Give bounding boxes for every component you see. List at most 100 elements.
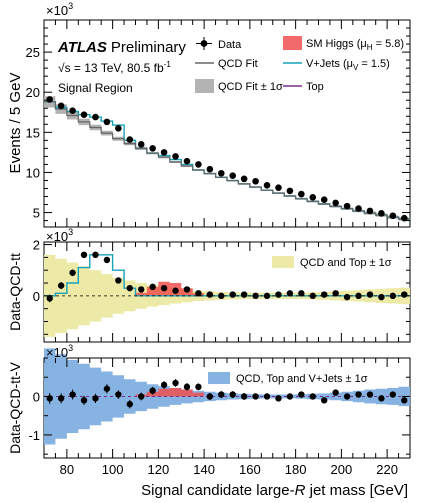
data-point xyxy=(240,175,248,183)
data-point xyxy=(298,391,305,398)
sub1-legend: QCD and Top ± 1σ xyxy=(272,256,392,269)
data-point xyxy=(309,393,316,400)
qcd-uncertainty-band xyxy=(44,96,410,221)
data-point xyxy=(172,287,179,294)
vjets-series-line xyxy=(44,101,410,220)
data-point xyxy=(206,291,214,298)
data-point xyxy=(275,184,282,191)
data-point xyxy=(183,286,191,293)
data-point xyxy=(149,283,156,291)
data-point xyxy=(57,102,65,110)
data-point xyxy=(57,395,65,402)
data-point xyxy=(195,290,202,297)
x-tick-label: 200 xyxy=(331,462,353,477)
data-point xyxy=(252,177,259,185)
data-point xyxy=(172,153,179,160)
data-point xyxy=(355,205,362,212)
data-point xyxy=(149,145,156,152)
data-point xyxy=(321,291,328,298)
x-axis-title: Signal candidate large-R jet mass [GeV] xyxy=(141,482,408,499)
data-point xyxy=(240,291,248,298)
data-point xyxy=(229,391,236,398)
data-point xyxy=(103,118,111,126)
data-point xyxy=(343,202,351,210)
data-point xyxy=(57,282,65,289)
data-point xyxy=(229,291,236,298)
x-tick-label: 220 xyxy=(376,462,398,477)
x-tick-label: 80 xyxy=(60,462,74,477)
data-point xyxy=(126,284,133,292)
data-point xyxy=(389,212,397,220)
data-point xyxy=(149,387,156,394)
sub2-panel: -1 0 80 100 120 140 160 180 200 220 xyxy=(28,348,411,477)
legend-qcd-fit-label: QCD Fit xyxy=(218,58,258,70)
data-point xyxy=(389,292,397,300)
data-point xyxy=(401,397,408,404)
main-ytick-label: 15 xyxy=(26,125,40,140)
data-point xyxy=(366,391,374,398)
data-point xyxy=(298,190,305,198)
data-point xyxy=(240,393,248,400)
data-point xyxy=(400,214,408,222)
data-point xyxy=(389,391,397,398)
sub2-ytick-label: -1 xyxy=(28,428,40,443)
main-ytick-label: 5 xyxy=(33,206,40,221)
data-point xyxy=(298,290,305,297)
data-point xyxy=(103,385,111,392)
data-point xyxy=(195,161,202,168)
data-point xyxy=(263,393,271,400)
sub1-ytick-label: 2 xyxy=(33,238,40,253)
data-point xyxy=(378,210,385,217)
main-ylabel: Events / 5 GeV xyxy=(7,73,24,174)
data-point xyxy=(80,251,88,259)
data-point xyxy=(218,292,225,300)
data-point xyxy=(218,391,225,398)
data-point xyxy=(92,113,99,121)
data-point xyxy=(309,194,317,201)
data-point xyxy=(80,397,88,404)
legend-higgs-swatch xyxy=(283,36,302,50)
main-exponent: ×103 xyxy=(46,1,73,18)
data-point xyxy=(138,393,145,400)
data-point xyxy=(263,292,271,300)
x-tick-label: 140 xyxy=(193,462,215,477)
legend-data-label: Data xyxy=(218,39,242,51)
data-point xyxy=(332,199,339,207)
data-point xyxy=(183,383,191,391)
data-point xyxy=(286,393,294,400)
data-point xyxy=(183,157,191,165)
sub1-ytick-label: 0 xyxy=(33,289,40,304)
data-point xyxy=(195,383,202,391)
main-panel: 5 10 15 20 25 xyxy=(26,19,411,227)
data-point xyxy=(263,181,271,189)
data-point xyxy=(69,391,76,398)
x-tick-label: 120 xyxy=(148,462,170,477)
main-ytick-label: 10 xyxy=(26,165,40,180)
data-point xyxy=(69,107,76,114)
sub1-panel: 02 xyxy=(33,238,411,342)
main-legend: Data QCD Fit QCD Fit ± 1σ SM Higgs (μH =… xyxy=(195,36,404,93)
data-point xyxy=(115,391,122,398)
data-point xyxy=(286,187,294,195)
data-point xyxy=(252,292,259,300)
data-point xyxy=(92,395,99,402)
sub2-exponent: ×103 xyxy=(46,343,73,360)
data-point xyxy=(115,277,122,284)
data-point xyxy=(343,393,351,400)
legend-sub2-band-label: QCD, Top and V+Jets ± 1σ xyxy=(236,373,368,385)
data-point xyxy=(309,292,316,300)
data-point xyxy=(126,136,134,143)
legend-top-label: Top xyxy=(306,81,324,93)
data-point xyxy=(80,111,88,118)
legend-qcd-band-label: QCD Fit ± 1σ xyxy=(218,81,283,93)
data-point xyxy=(378,293,385,301)
data-point xyxy=(138,286,145,293)
data-point xyxy=(92,251,99,259)
data-point xyxy=(275,291,282,298)
data-point xyxy=(321,397,328,404)
sub2-ytick-label: 0 xyxy=(33,389,40,404)
legend-sub1-band-swatch xyxy=(272,256,294,268)
data-point xyxy=(355,292,362,300)
data-point xyxy=(355,391,362,398)
